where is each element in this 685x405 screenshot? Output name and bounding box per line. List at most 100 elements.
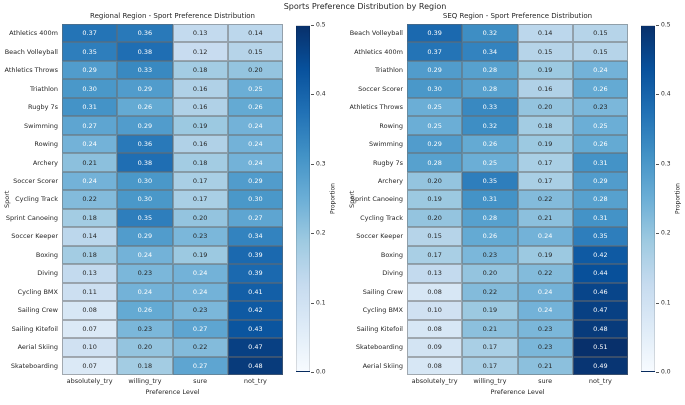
heatmap-cell: 0.13 (172, 24, 228, 43)
figure-title: Sports Preference Distribution by Region (283, 2, 447, 11)
colorbar-tick-label: 0.0 (661, 368, 671, 376)
x-tick-label: sure (193, 377, 208, 385)
heatmap-cell: 0.23 (172, 301, 228, 320)
y-tick-label: Swimming (24, 121, 58, 130)
heatmap-cell: 0.15 (227, 42, 283, 61)
heatmap-cell: 0.30 (117, 190, 173, 209)
heatmap-cell: 0.23 (462, 245, 518, 265)
heatmap-cell: 0.28 (462, 208, 518, 228)
heatmap-cell: 0.29 (407, 134, 463, 154)
y-tick-label: Soccer Scorer (358, 84, 403, 93)
heatmap-cell: 0.13 (407, 264, 463, 283)
heatmap-cell: 0.26 (572, 134, 628, 154)
heatmap-cell: 0.35 (572, 227, 628, 246)
heatmap-cell: 0.35 (462, 171, 518, 191)
heatmap-cell: 0.10 (407, 301, 463, 320)
heatmap-cell: 0.25 (572, 116, 628, 135)
heatmap-cell: 0.08 (407, 282, 463, 302)
y-tick-label: Athletics Throws (349, 103, 404, 112)
heatmap-cell: 0.47 (572, 301, 628, 320)
heatmap-cell: 0.23 (117, 264, 173, 283)
heatmap-cell: 0.10 (62, 338, 118, 357)
y-tick-label: Beach Volleyball (349, 29, 403, 38)
x-tick-label: not_try (243, 377, 267, 385)
heatmap-cell: 0.16 (172, 134, 228, 154)
colorbar-tick-mark (311, 233, 314, 235)
heatmap-cell: 0.17 (172, 171, 228, 191)
heatmap-cell: 0.29 (227, 171, 283, 191)
heatmap-cell: 0.08 (62, 301, 118, 320)
heatmap-cell: 0.19 (172, 116, 228, 135)
heatmap-cell: 0.30 (117, 171, 173, 191)
y-tick-label: Boxing (380, 250, 403, 259)
colorbar-tick-label: 0.2 (316, 229, 326, 237)
heatmap-cell: 0.29 (62, 60, 118, 80)
heatmap-cell: 0.35 (62, 42, 118, 61)
colorbar-tick-label: 0.3 (316, 160, 326, 168)
heatmap-grid: 0.37 0.36 0.13 0.14 0.35 0.38 0.12 0.15 0.29 0.33… (62, 24, 283, 375)
heatmap-cell: 0.37 (407, 42, 463, 61)
heatmap-cell: 0.23 (517, 319, 573, 339)
y-tick-label: Sprint Canoeing (5, 213, 58, 222)
heatmap-cell: 0.23 (517, 338, 573, 357)
heatmap-cell: 0.28 (462, 60, 518, 80)
colorbar-tick-label: 0.4 (661, 90, 671, 98)
heatmap-cell: 0.34 (227, 227, 283, 246)
y-tick-label: Aerial Skiing (362, 361, 403, 370)
colorbar-tick-label: 0.3 (661, 160, 671, 168)
heatmap-cell: 0.21 (517, 208, 573, 228)
heatmap-cell: 0.28 (407, 153, 463, 172)
subplot-title: Regional Region - Sport Preference Distr… (90, 12, 255, 20)
heatmap-cell: 0.23 (172, 227, 228, 246)
heatmap-cell: 0.27 (62, 116, 118, 135)
heatmap-cell: 0.19 (517, 134, 573, 154)
heatmap-cell: 0.25 (407, 116, 463, 135)
y-tick-label: Cycling Track (360, 213, 403, 222)
heatmap-cell: 0.28 (462, 79, 518, 98)
heatmap-cell: 0.08 (407, 319, 463, 339)
heatmap-cell: 0.19 (462, 301, 518, 320)
heatmap-cell: 0.29 (407, 60, 463, 80)
y-tick-label: Sailing Crew (17, 306, 58, 315)
heatmap-cell: 0.24 (572, 60, 628, 80)
heatmap-cell: 0.21 (462, 319, 518, 339)
heatmap-cell: 0.07 (62, 356, 118, 375)
x-tick-labels: absolutely_try willing_try sure not_try (407, 377, 628, 385)
subplot-title: SEQ Region - Sport Preference Distributi… (442, 12, 593, 20)
heatmap-cell: 0.33 (462, 97, 518, 117)
heatmap-cell: 0.15 (517, 42, 573, 61)
heatmap-cell: 0.07 (62, 319, 118, 339)
heatmap-cell: 0.26 (572, 79, 628, 98)
heatmap-cell: 0.31 (62, 97, 118, 117)
colorbar-tick-mark (656, 302, 659, 304)
y-tick-label: Swimming (369, 140, 403, 149)
heatmap-cell: 0.17 (517, 153, 573, 172)
heatmap-cell: 0.09 (407, 338, 463, 357)
heatmap-cell: 0.39 (407, 24, 463, 43)
colorbar-tick-mark (656, 94, 659, 96)
colorbar-tick-mark (656, 372, 659, 373)
heatmap-cell: 0.14 (517, 24, 573, 43)
heatmap-cell: 0.20 (172, 208, 228, 228)
heatmap-cell: 0.27 (172, 356, 228, 375)
heatmap-cell: 0.29 (117, 227, 173, 246)
heatmap-cell: 0.16 (517, 79, 573, 98)
y-tick-labels: Beach Volleyball Athletics 400m Triathlon S… (345, 24, 404, 375)
heatmap-cell: 0.31 (572, 208, 628, 228)
heatmap-cell: 0.17 (172, 190, 228, 209)
heatmap-cell: 0.29 (117, 116, 173, 135)
heatmap-cell: 0.24 (517, 282, 573, 302)
x-tick-label: willing_try (128, 377, 162, 385)
y-tick-label: Beach Volleyball (4, 47, 58, 56)
heatmap-cell: 0.39 (227, 264, 283, 283)
heatmap-cell: 0.20 (407, 171, 463, 191)
y-tick-label: Cycling Track (15, 195, 58, 204)
colorbar-tick-label: 0.5 (316, 21, 326, 29)
colorbar-tick-mark (656, 233, 659, 235)
y-tick-label: Boxing (35, 250, 58, 259)
colorbar-tick-mark (311, 302, 314, 304)
colorbar-tick-label: 0.4 (316, 90, 326, 98)
heatmap-cell: 0.15 (572, 24, 628, 43)
heatmap-cell: 0.42 (227, 301, 283, 320)
y-tick-label: Soccer Keeper (356, 232, 403, 241)
